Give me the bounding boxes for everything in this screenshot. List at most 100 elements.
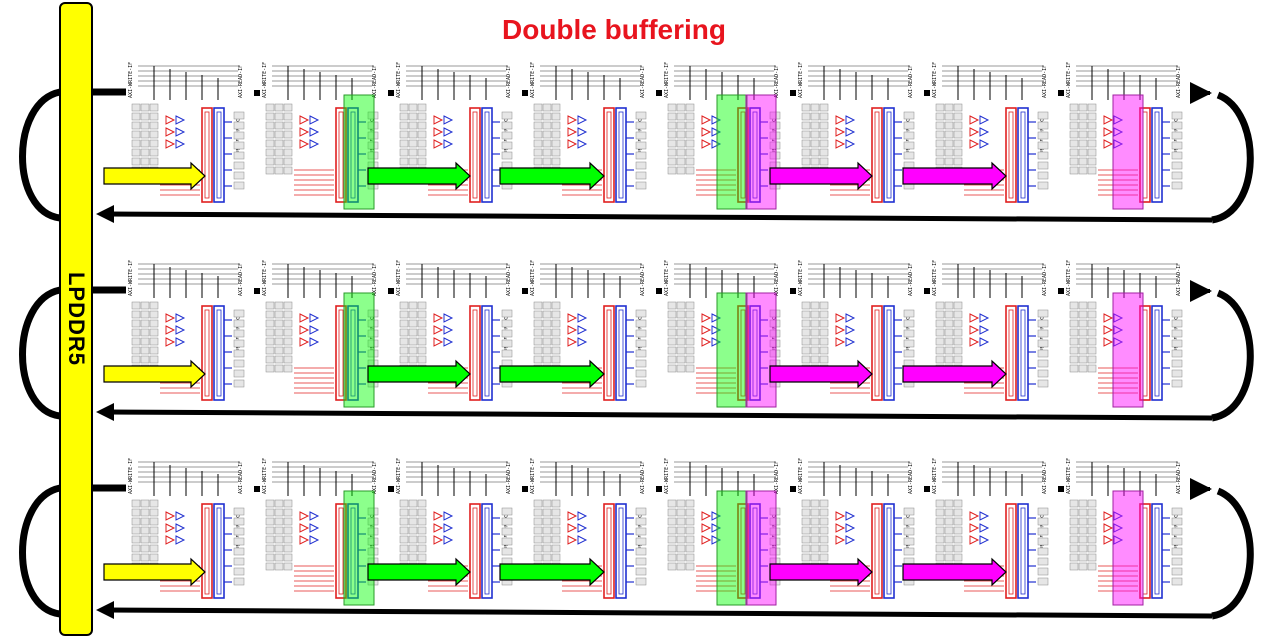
axi-write-if-label: AXI-WRITE-IF — [1066, 62, 1072, 98]
output-arrowhead — [1190, 280, 1212, 302]
buffer-b — [347, 305, 359, 401]
buffer-a — [871, 503, 883, 599]
buffer-b — [213, 107, 225, 203]
port-square — [1192, 486, 1198, 492]
buffer-a — [335, 503, 347, 599]
buffer-a — [737, 503, 749, 599]
axi-write-if-label: AXI-WRITE-IF — [128, 260, 134, 296]
buffer-a — [201, 503, 213, 599]
axi-write-if-label: AXI-WRITE-IF — [932, 62, 938, 98]
axi-read-if-label: AXI-READ-IF — [774, 65, 780, 98]
axi-read-if-label: AXI-READ-IF — [506, 65, 512, 98]
return-line — [107, 211, 1213, 223]
return-line — [107, 607, 1213, 619]
magenta-flow-arrow — [902, 557, 1007, 587]
port-square — [522, 288, 528, 294]
axi-read-if-label: AXI-READ-IF — [1176, 263, 1182, 296]
green-flow-arrow — [367, 161, 471, 191]
magenta-flow-arrow — [769, 557, 873, 587]
buffer-a — [469, 305, 481, 401]
axi-write-if-label: AXI-WRITE-IF — [262, 62, 268, 98]
axi-write-if-label: AXI-WRITE-IF — [664, 62, 670, 98]
buffer-a — [1005, 107, 1017, 203]
buffer-b — [481, 107, 493, 203]
return-arrowhead — [96, 205, 114, 223]
axi-read-if-label: AXI-READ-IF — [238, 263, 244, 296]
buffer-b — [883, 503, 895, 599]
buffer-b — [1151, 305, 1163, 401]
green-buffer-highlight — [716, 490, 748, 606]
green-flow-arrow — [499, 557, 605, 587]
magenta-flow-arrow — [769, 161, 873, 191]
return-arrowhead — [96, 601, 114, 619]
left-loop-arc — [19, 484, 62, 618]
port-square — [924, 288, 930, 294]
axi-read-if-label: AXI-READ-IF — [1176, 65, 1182, 98]
axi-write-if-label: AXI-WRITE-IF — [128, 458, 134, 494]
buffer-b — [213, 503, 225, 599]
buffer-a — [1139, 305, 1151, 401]
buffer-a — [871, 107, 883, 203]
green-flow-arrow — [499, 359, 605, 389]
axi-read-if-label: AXI-READ-IF — [640, 461, 646, 494]
magenta-buffer-highlight — [745, 94, 777, 210]
buffer-b — [347, 107, 359, 203]
axi-read-if-label: AXI-READ-IF — [372, 65, 378, 98]
axi-read-if-label: AXI-READ-IF — [506, 263, 512, 296]
port-square — [656, 288, 662, 294]
axi-read-if-label: AXI-READ-IF — [238, 65, 244, 98]
port-square — [790, 486, 796, 492]
magenta-buffer-highlight — [1112, 490, 1144, 606]
port-square — [1192, 288, 1198, 294]
magenta-buffer-highlight — [1112, 292, 1144, 408]
diagram-title: Double buffering — [502, 14, 726, 45]
axi-write-if-label: AXI-WRITE-IF — [396, 458, 402, 494]
port-square — [1058, 90, 1064, 96]
buffer-a — [603, 305, 615, 401]
green-buffer-highlight — [343, 490, 375, 606]
axi-write-if-label: AXI-WRITE-IF — [798, 260, 804, 296]
axi-write-if-label: AXI-WRITE-IF — [1066, 458, 1072, 494]
axi-write-if-label: AXI-WRITE-IF — [798, 458, 804, 494]
axi-write-if-label: AXI-WRITE-IF — [664, 458, 670, 494]
left-loop-arc — [19, 286, 62, 420]
axi-read-if-label: AXI-READ-IF — [506, 461, 512, 494]
axi-read-if-label: AXI-READ-IF — [908, 461, 914, 494]
buffer-b — [1017, 305, 1029, 401]
buffer-a — [603, 503, 615, 599]
magenta-flow-arrow — [769, 359, 873, 389]
port-square — [1058, 486, 1064, 492]
buffer-b — [213, 305, 225, 401]
port-square — [924, 486, 930, 492]
axi-read-if-label: AXI-READ-IF — [1042, 461, 1048, 494]
axi-write-if-label: AXI-WRITE-IF — [530, 458, 536, 494]
port-square — [254, 486, 260, 492]
axi-write-if-label: AXI-WRITE-IF — [1066, 260, 1072, 296]
green-flow-arrow — [367, 359, 471, 389]
axi-write-if-label: AXI-WRITE-IF — [128, 62, 134, 98]
buffer-a — [1005, 305, 1017, 401]
buffer-b — [749, 107, 761, 203]
buffer-b — [481, 503, 493, 599]
port-square — [656, 90, 662, 96]
axi-read-if-label: AXI-READ-IF — [908, 65, 914, 98]
buffer-b — [1017, 107, 1029, 203]
magenta-flow-arrow — [902, 161, 1007, 191]
magenta-buffer-highlight — [745, 292, 777, 408]
buffer-b — [1151, 107, 1163, 203]
